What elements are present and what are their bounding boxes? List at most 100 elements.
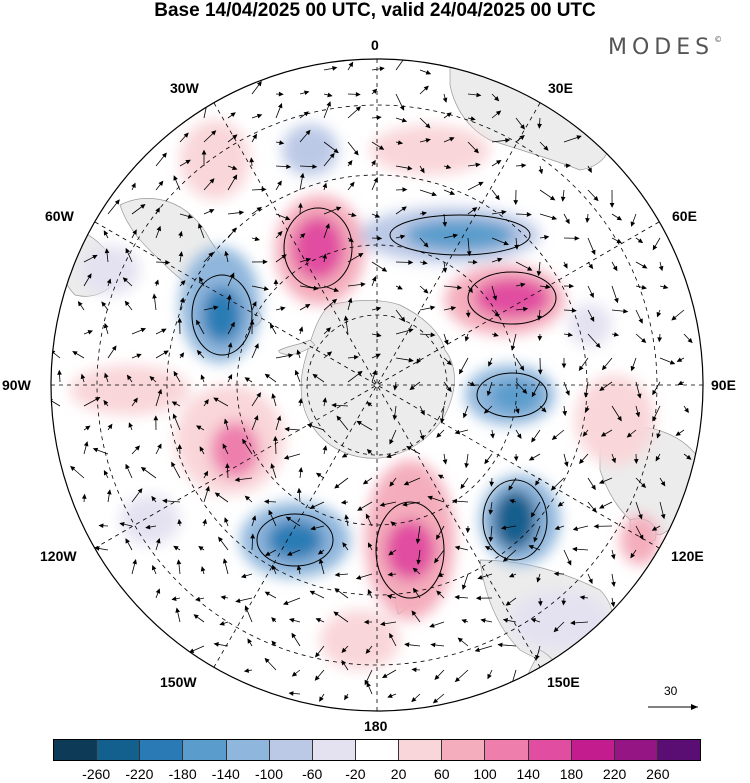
wind-arrow-head	[425, 123, 431, 129]
wind-arrow-head	[466, 251, 472, 257]
wind-arrow-head	[326, 351, 333, 357]
wind-arrow-head	[416, 559, 421, 565]
wind-arrow-head	[465, 528, 471, 534]
wind-arrow-head	[156, 225, 162, 232]
wind-arrow-head	[553, 627, 559, 633]
wind-arrow-head	[379, 502, 385, 507]
wind-arrow-head	[273, 435, 278, 441]
wind-arrow-head	[322, 397, 328, 403]
wind-arrow-head	[244, 377, 250, 382]
wind-arrow-head	[408, 357, 414, 363]
wind-arrow-head	[454, 429, 461, 435]
wind-arrow-head	[271, 393, 277, 399]
wind-arrow-head	[411, 697, 417, 703]
wind-arrow-head	[220, 595, 226, 600]
wind-arrow-head	[423, 242, 429, 248]
wind-arrow-head	[263, 499, 270, 504]
wind-arrow-head	[252, 301, 257, 307]
wind-arrow-head	[196, 349, 202, 356]
wind-arrow-head	[560, 196, 566, 202]
wind-arrow-head	[344, 514, 350, 520]
wind-arrow-head	[436, 590, 442, 596]
colorbar-swatch	[54, 740, 97, 760]
wind-arrow-head	[563, 461, 569, 467]
wind-arrow-head	[155, 588, 161, 594]
wind-arrow-head	[106, 278, 112, 284]
wind-arrow-head	[277, 180, 282, 186]
wind-arrow-head	[614, 297, 619, 304]
wind-arrow-head	[623, 308, 629, 314]
wind-arrow-head	[211, 130, 217, 136]
wind-arrow-head	[436, 534, 441, 540]
wind-arrow-head	[277, 102, 283, 109]
wind-arrow-head	[520, 282, 526, 288]
wind-arrow-head	[201, 149, 207, 155]
wind-arrow-head	[388, 550, 394, 556]
wind-arrow-head	[656, 433, 661, 439]
wind-arrow-head	[305, 257, 312, 263]
wind-arrow-head	[357, 506, 363, 511]
wind-arrow-head	[180, 280, 186, 286]
wind-arrow-head	[277, 230, 283, 237]
wind-arrow-head	[175, 607, 181, 613]
wind-arrow-head	[140, 327, 147, 333]
reference-vector-label: 30	[664, 684, 678, 698]
wind-arrow-head	[429, 623, 435, 628]
wind-arrow-head	[387, 693, 393, 698]
wind-arrow-head	[630, 552, 636, 559]
wind-arrow-head	[641, 284, 647, 290]
wind-arrow-head	[561, 363, 567, 369]
wind-arrow-head	[124, 300, 130, 307]
wind-arrow-head	[578, 458, 585, 464]
wind-arrow-head	[454, 594, 460, 600]
wind-arrow-head	[222, 443, 228, 449]
wind-arrow-head	[397, 285, 403, 290]
wind-arrow-head	[601, 364, 607, 371]
wind-arrow-head	[348, 61, 354, 68]
wind-arrow-head	[400, 234, 406, 240]
wind-arrow-head	[422, 260, 428, 265]
wind-arrow-head	[145, 524, 151, 530]
wind-arrow-head	[179, 297, 185, 303]
wind-arrow-head	[199, 446, 205, 452]
wind-arrow-head	[522, 388, 528, 394]
wind-arrow-head	[402, 501, 408, 507]
wind-arrow-head	[200, 374, 206, 380]
wind-arrow-head	[286, 164, 292, 170]
wind-arrow-head	[528, 455, 535, 461]
wind-arrow-head	[171, 596, 177, 602]
wind-arrow-head	[152, 293, 157, 299]
wind-arrow-head	[425, 138, 431, 143]
wind-arrow-head	[363, 619, 369, 625]
wind-arrow-head	[427, 495, 433, 501]
wind-arrow-head	[225, 462, 230, 469]
wind-arrow-head	[265, 551, 271, 556]
wind-arrow-head	[642, 263, 648, 269]
wind-arrow-head	[675, 431, 681, 436]
wind-arrow-head	[270, 463, 276, 469]
wind-arrow-head	[497, 642, 503, 648]
wind-arrow-head	[472, 207, 478, 213]
wind-arrow-head	[254, 343, 259, 349]
wind-arrow-head	[304, 90, 310, 96]
wind-arrow-head	[663, 284, 669, 290]
wind-arrow-head	[658, 265, 664, 272]
wind-arrow-head	[81, 493, 87, 499]
wind-arrow-head	[131, 182, 136, 189]
wind-arrow-head	[268, 509, 273, 516]
wind-arrow-head	[473, 148, 479, 154]
wind-arrow-head	[488, 361, 493, 367]
label-lon-150w: 150W	[160, 674, 197, 690]
wind-arrow-head	[638, 514, 643, 520]
colorbar-tick-label: -220	[125, 766, 154, 782]
wind-arrow-head	[209, 209, 215, 214]
wind-arrow-head	[381, 673, 388, 679]
wind-arrow-head	[408, 328, 414, 333]
wind-arrow-head	[535, 480, 540, 486]
wind-arrow-head	[196, 319, 201, 326]
wind-arrow-head	[162, 498, 168, 504]
wind-arrow-head	[616, 215, 623, 221]
wind-arrow-head	[357, 370, 363, 376]
wind-arrow-head	[436, 432, 442, 438]
